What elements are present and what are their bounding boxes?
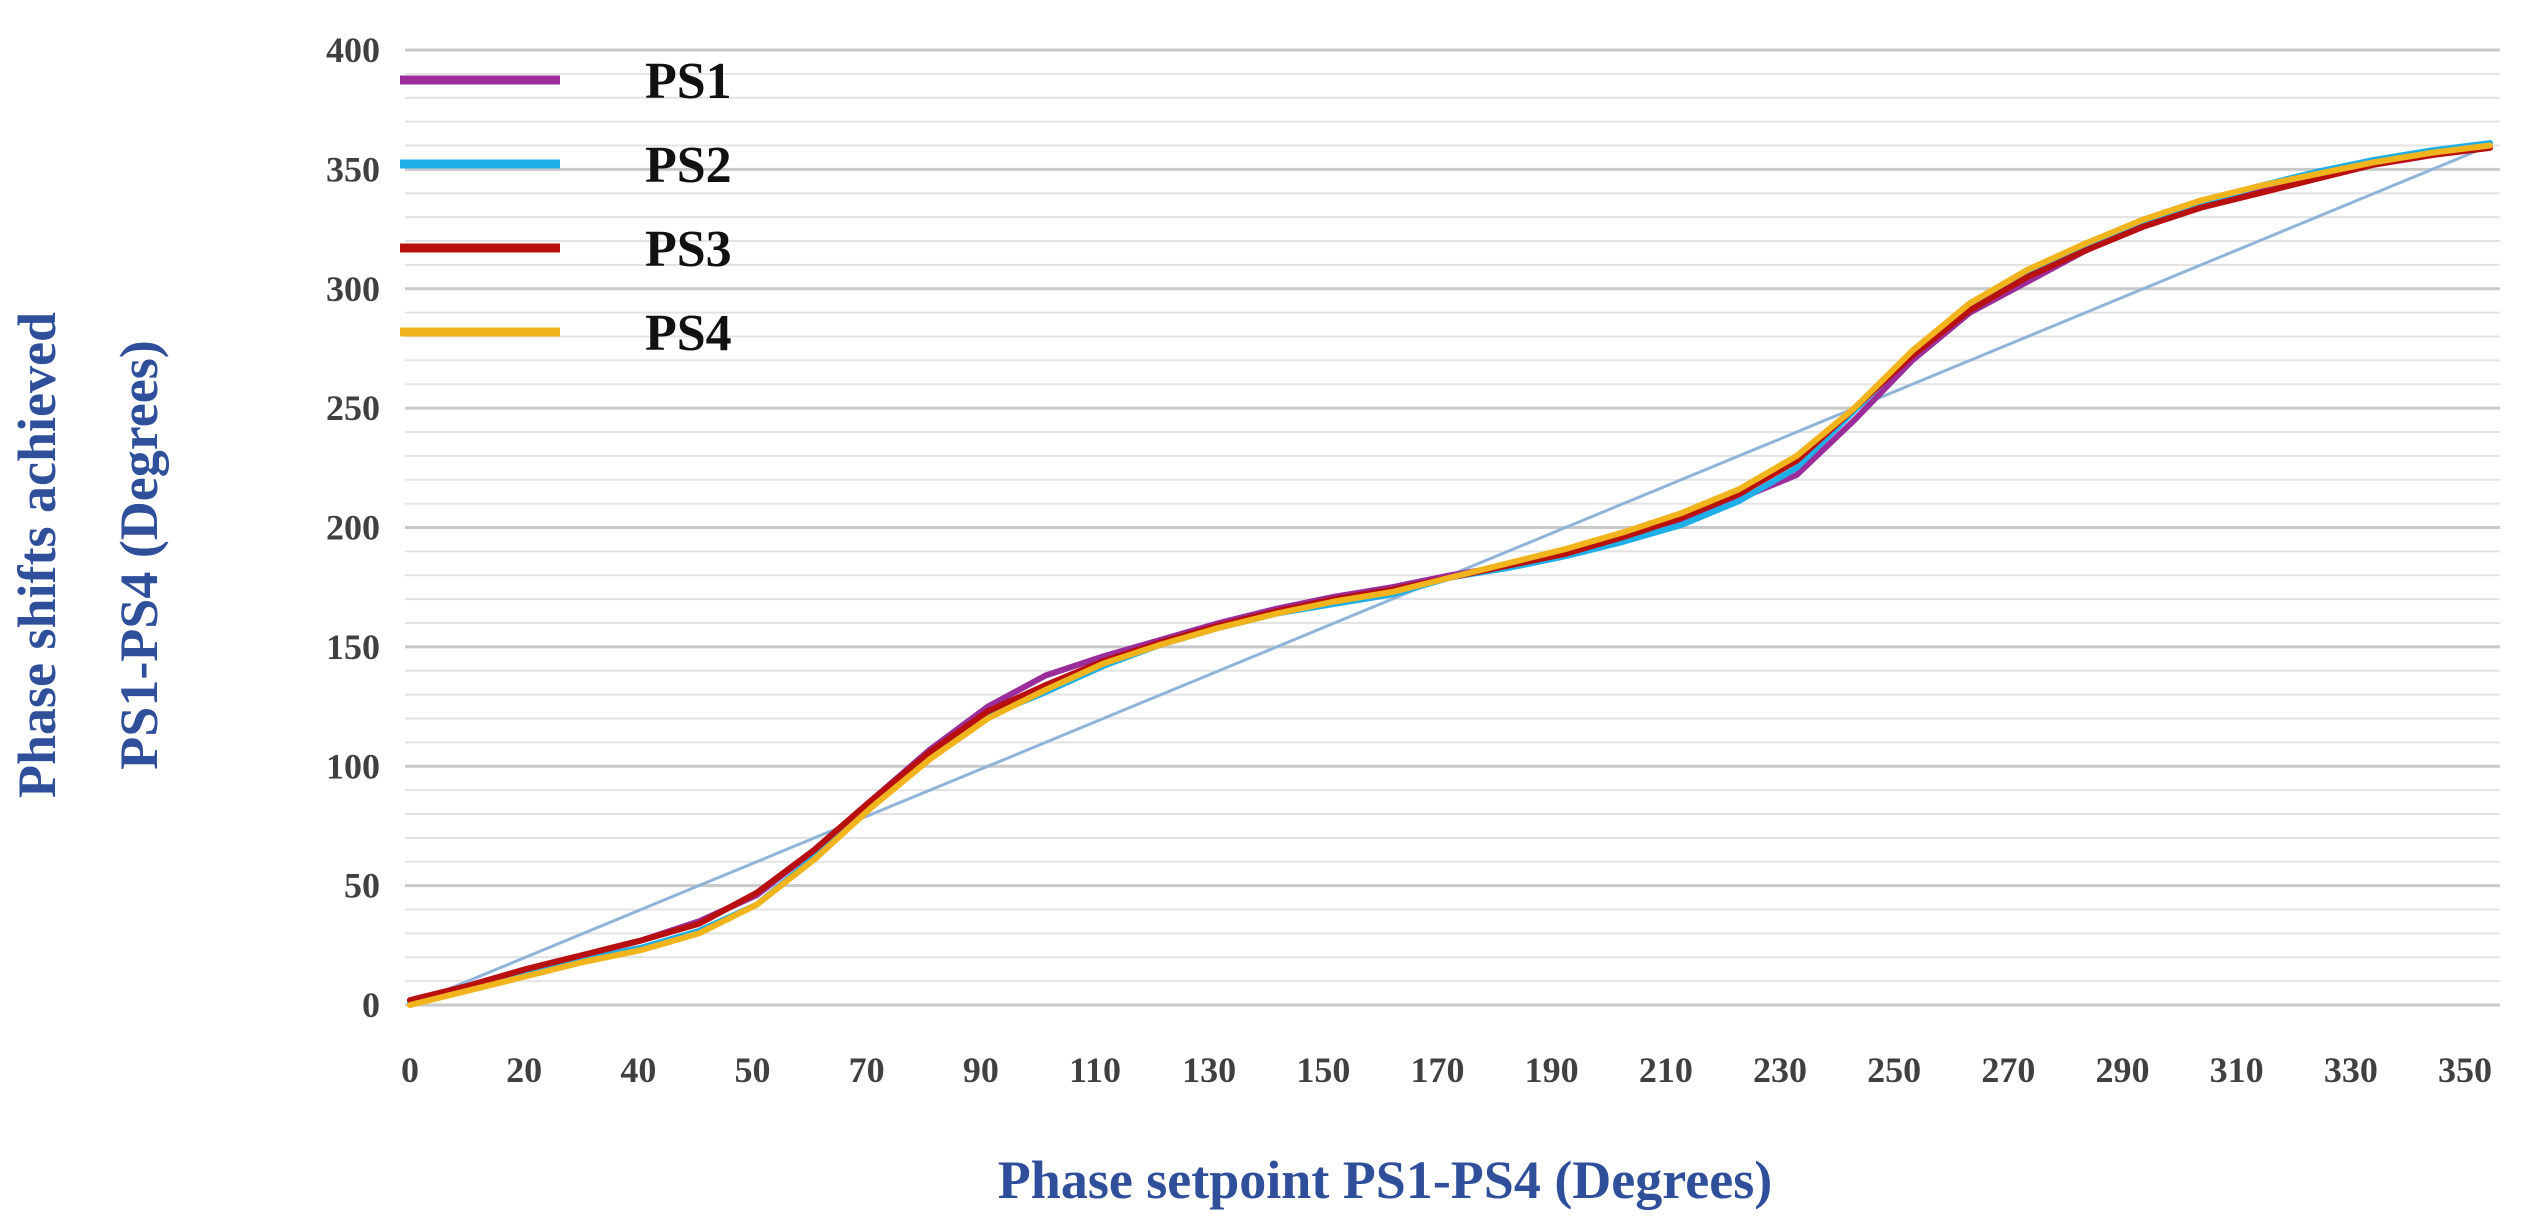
x-tick-label: 230 <box>1753 1050 1807 1090</box>
x-tick-label: 190 <box>1525 1050 1579 1090</box>
y-axis-title-line1: Phase shifts achieved <box>7 312 67 798</box>
x-tick-label: 350 <box>2438 1050 2492 1090</box>
legend-label-ps2: PS2 <box>645 137 732 194</box>
legend-label-ps4: PS4 <box>645 305 732 362</box>
x-tick-label: 70 <box>849 1050 885 1090</box>
x-tick-label: 310 <box>2210 1050 2264 1090</box>
gridlines <box>405 48 2500 1007</box>
x-tick-label: 90 <box>963 1050 999 1090</box>
legend: PS1 PS2 PS3 PS4 <box>400 53 732 362</box>
series-line-ps4 <box>407 142 2493 1008</box>
y-tick-label: 50 <box>344 866 380 906</box>
x-tick-label: 330 <box>2324 1050 2378 1090</box>
x-axis-ticks: 0 20 40 50 70 90 110 130 150 170 190 210 230 250 270 29… <box>401 1050 2492 1090</box>
x-tick-label: 290 <box>2096 1050 2150 1090</box>
x-tick-label: 40 <box>620 1050 656 1090</box>
series-lines <box>407 140 2493 1008</box>
x-tick-label: 170 <box>1411 1050 1465 1090</box>
y-axis-ticks: 0 50 100 150 200 250 300 350 400 <box>326 30 380 1025</box>
y-tick-label: 150 <box>326 627 380 667</box>
y-tick-label: 400 <box>326 30 380 70</box>
x-tick-label: 250 <box>1867 1050 1921 1090</box>
y-tick-label: 350 <box>326 149 380 189</box>
y-tick-label: 200 <box>326 508 380 548</box>
y-tick-label: 300 <box>326 269 380 309</box>
x-tick-label: 0 <box>401 1050 419 1090</box>
y-tick-label: 100 <box>326 746 380 786</box>
legend-label-ps3: PS3 <box>645 221 732 278</box>
x-tick-label: 20 <box>506 1050 542 1090</box>
y-tick-label: 0 <box>362 985 380 1025</box>
y-axis-title-line2: PS1-PS4 (Degrees) <box>109 340 169 769</box>
x-tick-label: 150 <box>1296 1050 1350 1090</box>
x-tick-label: 270 <box>1981 1050 2035 1090</box>
x-tick-label: 50 <box>735 1050 771 1090</box>
x-tick-label: 110 <box>1069 1050 1121 1090</box>
legend-label-ps1: PS1 <box>645 53 732 110</box>
y-axis-title: Phase shifts achieved PS1-PS4 (Degrees) <box>7 312 169 798</box>
x-tick-label: 210 <box>1639 1050 1693 1090</box>
x-axis-title: Phase setpoint PS1-PS4 (Degrees) <box>998 1150 1772 1210</box>
x-tick-label: 130 <box>1182 1050 1236 1090</box>
y-tick-label: 250 <box>326 388 380 428</box>
